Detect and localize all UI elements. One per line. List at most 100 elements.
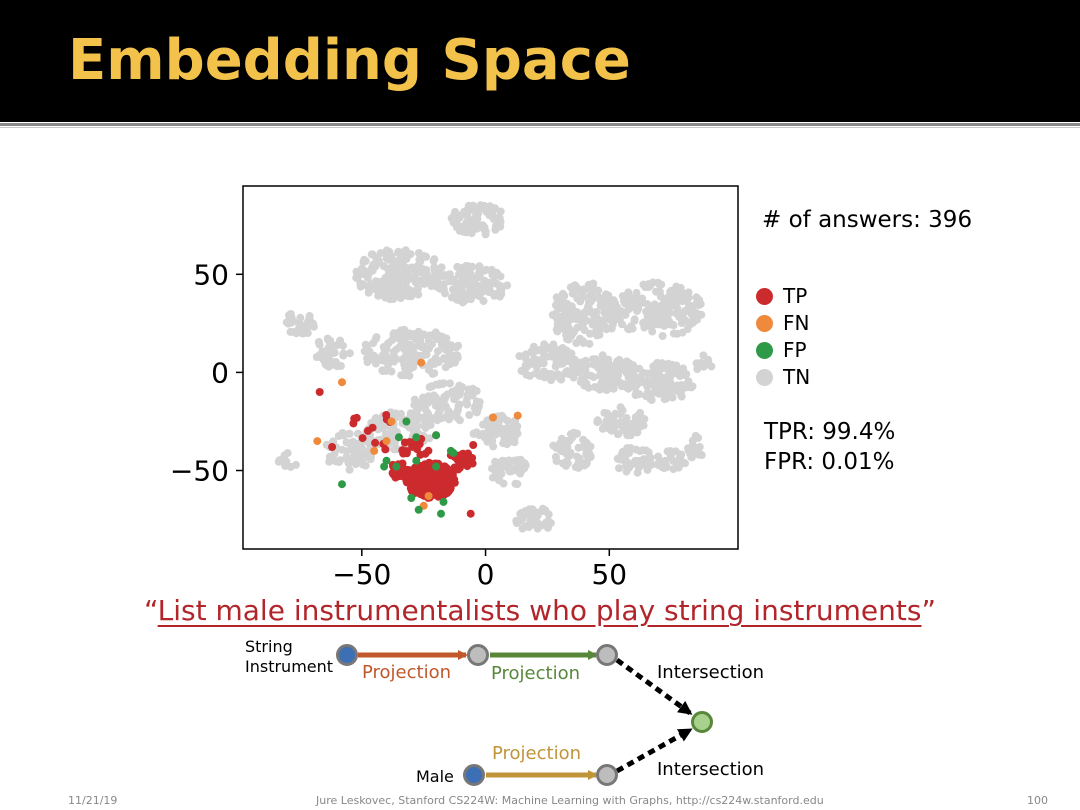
point-tn <box>478 430 487 438</box>
point-tn <box>361 461 370 470</box>
point-tp <box>457 458 466 467</box>
point-tn <box>673 369 682 378</box>
point-tn <box>681 291 690 300</box>
point-tn <box>540 507 549 515</box>
point-tn <box>478 223 487 232</box>
point-tn <box>445 359 454 368</box>
point-tp <box>413 445 421 454</box>
point-tn <box>626 426 635 435</box>
point-tn <box>398 273 407 282</box>
point-tn <box>465 411 474 419</box>
point-tp <box>397 468 405 477</box>
point-tn <box>438 341 447 350</box>
point-tn <box>582 316 591 325</box>
point-tp <box>441 462 450 471</box>
intersection-edge-bottom <box>615 727 693 774</box>
legend-tn-dot <box>756 368 773 386</box>
query-open-quote: “ <box>143 594 158 627</box>
point-tn <box>624 324 632 333</box>
title-bar <box>0 0 1080 122</box>
point-tn <box>626 461 635 470</box>
point-tn <box>609 384 618 393</box>
point-tn <box>499 479 508 488</box>
point-tn <box>286 311 295 320</box>
query-text: “List male instrumentalists who play str… <box>0 594 1080 627</box>
point-tn <box>338 445 346 454</box>
point-tn <box>358 264 366 273</box>
point-tn <box>406 359 415 368</box>
point-tn <box>325 337 334 346</box>
point-tn <box>505 456 513 465</box>
point-tn <box>403 267 412 276</box>
point-tn <box>400 360 409 369</box>
anchor-node-male <box>463 764 485 786</box>
point-tn <box>556 304 565 312</box>
point-tn <box>439 272 448 280</box>
point-tn <box>600 362 609 371</box>
point-tn <box>400 345 409 354</box>
point-tn <box>490 291 499 300</box>
legend-fp-dot <box>756 341 773 359</box>
point-tn <box>479 420 487 429</box>
point-tn <box>556 374 565 383</box>
point-tn <box>614 429 623 438</box>
point-tp <box>454 465 463 474</box>
point-tn <box>665 390 673 398</box>
point-tn <box>440 354 449 363</box>
point-tn <box>406 409 415 418</box>
point-tn <box>384 339 393 347</box>
point-tn <box>580 308 589 317</box>
point-tn <box>627 293 635 302</box>
y-tick-label: 50 <box>193 258 229 291</box>
legend-fn: FN <box>756 311 809 335</box>
point-tn <box>460 221 469 230</box>
x-tick-label: 0 <box>477 558 495 591</box>
point-tn <box>661 295 670 304</box>
point-tn <box>392 291 401 300</box>
point-fp <box>412 456 421 465</box>
point-tn <box>556 439 564 448</box>
point-fp <box>394 433 403 442</box>
point-tn <box>464 385 473 394</box>
point-tp <box>328 443 337 451</box>
point-tn <box>399 339 408 348</box>
point-tn <box>474 206 483 215</box>
point-tp <box>400 438 409 447</box>
point-tn <box>579 292 588 301</box>
point-tn <box>692 315 701 324</box>
point-tn <box>607 316 615 325</box>
point-tn <box>374 291 383 300</box>
projection-label-2: Projection <box>491 663 581 684</box>
point-tn <box>647 460 656 469</box>
anchor-label-line1: String <box>245 637 293 656</box>
point-tn <box>600 322 609 331</box>
point-tn <box>648 278 657 287</box>
point-tn <box>513 429 522 438</box>
point-tn <box>472 214 481 223</box>
point-tn <box>620 420 629 429</box>
point-tn <box>566 315 575 324</box>
point-tn <box>643 300 652 309</box>
point-tn <box>488 271 497 279</box>
point-tn <box>433 395 442 404</box>
point-tp <box>416 478 425 487</box>
point-tn <box>598 351 607 360</box>
point-tn <box>475 292 484 301</box>
anchor-node-string-instrument <box>336 644 358 666</box>
legend-fn-dot <box>756 314 773 332</box>
point-tn <box>433 347 442 356</box>
point-tn <box>561 368 570 377</box>
point-tn <box>369 339 378 348</box>
point-tp <box>402 449 411 458</box>
point-tn <box>674 463 683 472</box>
point-tn <box>501 463 510 471</box>
point-tn <box>518 524 527 533</box>
point-tn <box>602 417 611 426</box>
point-tn <box>571 307 580 316</box>
point-tn <box>518 459 527 468</box>
point-tn <box>634 298 643 307</box>
point-tn <box>450 351 459 360</box>
point-tn <box>629 365 638 374</box>
point-tn <box>613 364 622 373</box>
point-tn <box>462 397 471 406</box>
